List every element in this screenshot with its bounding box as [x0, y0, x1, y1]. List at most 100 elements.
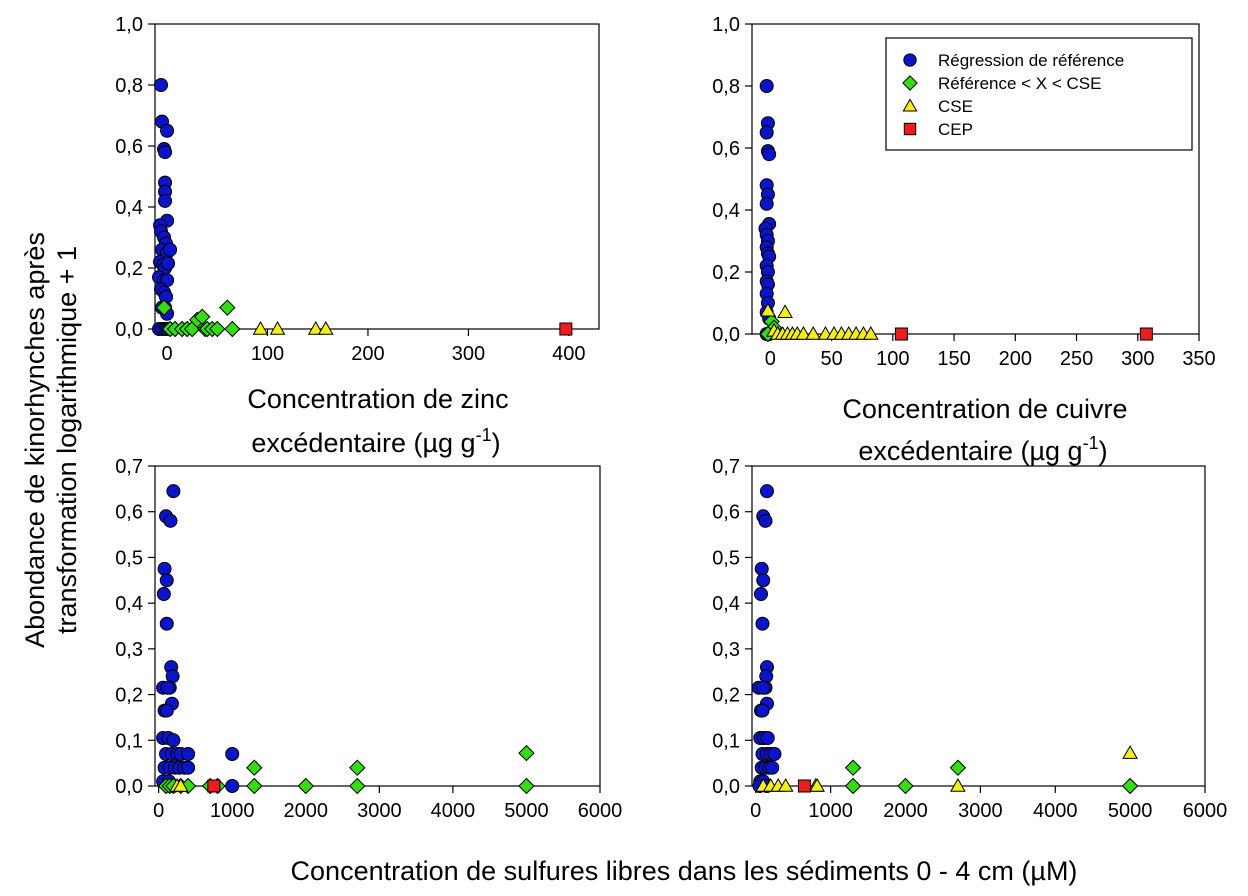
y-tick-label: 0,2 — [712, 262, 740, 284]
data-point-mid — [155, 299, 173, 316]
data-point-cse — [805, 325, 822, 340]
data-point-ref — [160, 123, 175, 138]
y-tick-label: 0,7 — [712, 456, 740, 478]
y-tick-label: 0,3 — [115, 639, 143, 661]
data-point-cse — [172, 777, 189, 792]
y-tick-label: 1,0 — [712, 14, 740, 36]
data-point-cse — [1122, 745, 1138, 759]
x-tick-label: 5000 — [504, 800, 549, 822]
data-point-ref — [161, 256, 176, 271]
x-tick-label: 100 — [251, 343, 284, 365]
x-axis-label-zinc-sup: -1 — [476, 425, 492, 445]
data-point-mid — [224, 320, 241, 338]
x-tick-label: 6000 — [1183, 800, 1228, 822]
x-tick-label: 350 — [1182, 348, 1215, 370]
x-axis-label-cuivre-sup: -1 — [1083, 433, 1099, 453]
y-tick-label: 0,2 — [115, 685, 143, 707]
x-tick-label: 400 — [552, 343, 585, 365]
chart-sulfures-left: 0,0 0,1 0,2 0,3 0,4 0,5 0,6 0,7 0 1000 2000 3000 400… — [115, 456, 622, 822]
data-point-mid — [949, 759, 967, 776]
legend-label-ref: Régression de référence — [938, 51, 1124, 70]
plot-frame — [751, 23, 1200, 335]
data-point-cep — [797, 779, 811, 793]
x-tick-label: 3000 — [357, 800, 402, 822]
legend-marker-mid — [902, 75, 918, 91]
x-tick-label: 250 — [1060, 348, 1093, 370]
legend-label-mid: Référence < X < CSE — [938, 74, 1101, 93]
chart-cuivre: 0,0 0,2 0,4 0,6 0,8 1,0 0 50 100 150 200 250 300 350 R… — [712, 14, 1216, 370]
data-point-cse — [777, 304, 793, 319]
data-point-ref — [154, 78, 169, 92]
x-axis-label-sulfures: Concentration de sulfures libres dans le… — [291, 856, 1078, 886]
data-point-cse — [809, 777, 826, 792]
data-point-ref — [759, 79, 774, 93]
data-point-mid — [219, 299, 236, 316]
y-tick-label: 0,6 — [712, 502, 740, 524]
legend-label-cse: CSE — [938, 97, 973, 116]
y-axis-label-line2: transformation logarithmique + 1 — [52, 246, 82, 634]
data-point-cse — [950, 777, 966, 792]
x-axis-label-zinc-line1: Concentration de zinc — [247, 384, 508, 414]
y-tick-label: 0,6 — [115, 502, 143, 524]
y-tick-label: 0,4 — [712, 593, 740, 615]
y-tick-label: 0,4 — [712, 200, 740, 222]
legend-marker-cse — [902, 98, 918, 112]
y-tick-label: 0,0 — [115, 776, 143, 798]
x-tick-label: 200 — [999, 348, 1032, 370]
data-point-mid — [246, 777, 263, 795]
data-point-mid — [518, 777, 535, 795]
y-tick-label: 0,5 — [115, 547, 143, 569]
x-tick-label: 5000 — [1108, 800, 1153, 822]
chart-sulfures-right: 0,0 0,1 0,2 0,3 0,4 0,5 0,6 0,7 0 1000 2000 3000 400… — [712, 456, 1227, 822]
x-tick-label: 4000 — [431, 800, 476, 822]
y-tick-label: 0,2 — [712, 685, 740, 707]
data-point-ref — [756, 680, 771, 695]
legend-box — [885, 37, 1193, 151]
data-point-ref — [759, 125, 774, 140]
data-point-ref — [166, 733, 181, 748]
data-point-ref — [157, 561, 172, 576]
data-point-ref — [158, 193, 173, 208]
data-point-cse — [760, 302, 776, 317]
data-point-mid — [844, 759, 862, 776]
x-tick-label: 200 — [351, 343, 384, 365]
data-point-ref — [756, 573, 771, 588]
data-point-cse — [252, 320, 269, 335]
y-tick-label: 0,2 — [115, 258, 143, 280]
data-point-ref — [755, 703, 770, 718]
data-point-ref — [225, 779, 240, 793]
legend: Régression de référence Référence < X < C… — [885, 37, 1193, 151]
x-tick-label: 4000 — [1033, 800, 1078, 822]
plot-frame — [154, 23, 600, 330]
x-tick-label: 300 — [1121, 348, 1154, 370]
x-axis-label-cuivre-line1: Concentration de cuivre — [842, 394, 1127, 424]
data-point-ref — [159, 703, 174, 718]
data-point-ref — [158, 145, 173, 160]
y-tick-label: 0,0 — [712, 324, 740, 346]
data-point-cse — [269, 320, 286, 335]
x-tick-label: 0 — [161, 343, 172, 365]
y-tick-label: 0,8 — [712, 76, 740, 98]
data-point-cse — [795, 325, 812, 340]
x-tick-label: 150 — [937, 348, 970, 370]
y-tick-label: 0,5 — [712, 547, 740, 569]
x-tick-label: 6000 — [578, 800, 623, 822]
data-point-cse — [777, 777, 794, 792]
data-point-ref — [758, 513, 773, 528]
y-tick-label: 0,7 — [115, 456, 143, 478]
data-point-ref — [181, 747, 196, 761]
data-point-ref — [156, 587, 171, 601]
x-axis-label-cuivre-line2: excédentaire (µg g-1) — [858, 433, 1107, 466]
data-point-ref — [760, 731, 775, 745]
data-point-ref — [225, 747, 240, 761]
y-tick-label: 0,0 — [115, 319, 143, 341]
data-point-mid — [209, 320, 226, 338]
y-tick-label: 1,0 — [115, 14, 143, 36]
data-point-ref — [762, 147, 777, 162]
data-point-ref — [755, 616, 770, 631]
data-point-ref — [166, 484, 181, 499]
data-point-ref — [765, 760, 780, 775]
x-tick-label: 1000 — [808, 800, 853, 822]
x-tick-label: 100 — [876, 348, 909, 370]
data-point-ref — [753, 587, 768, 601]
